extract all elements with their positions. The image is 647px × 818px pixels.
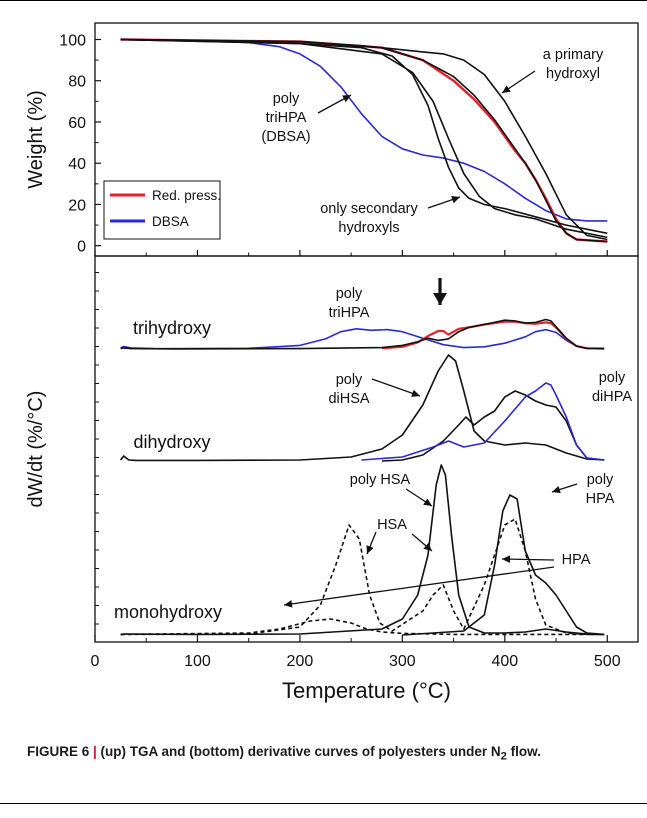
- annot-only-secondary: only secondary: [320, 201, 418, 217]
- annot-poly-hsa: poly HSA: [350, 472, 411, 488]
- xlabel: Temperature (°C): [282, 678, 451, 703]
- caption-subscript: 2: [500, 750, 507, 763]
- annot-poly-2: poly: [336, 286, 363, 302]
- annot-arrow-polyhpa-head: [552, 485, 561, 494]
- xtick-label: 400: [491, 653, 518, 670]
- annot-arrow-dihsa-line: [371, 378, 421, 397]
- xtick-label: 200: [287, 653, 314, 670]
- label-trihydroxy: trihydroxy: [133, 318, 211, 338]
- caption-figure-number: FIGURE 6: [27, 744, 90, 759]
- top-ytick-label: 100: [59, 32, 86, 49]
- annot-poly: poly: [273, 91, 300, 107]
- top-ytick-label: 80: [68, 74, 86, 91]
- annot-hydroxyl: hydroxyl: [546, 66, 600, 82]
- legend-box: [103, 180, 221, 240]
- annot-dihpa: diHPA: [592, 389, 632, 405]
- figure-plot: 0 20 40 60 80 100 Weight (%) dW/dt (%/°C) 0 100 20…: [25, 22, 639, 703]
- annot-arrow-secondary-head: [451, 196, 460, 204]
- dtg-curve-dihydroxy-4: [119, 354, 605, 462]
- top-ytick-label: 60: [68, 115, 86, 132]
- annot-poly-5: poly: [587, 472, 614, 488]
- annot-arrow-triHPA-head: [342, 95, 351, 103]
- caption-text: (up) TGA and (bottom) derivative curves …: [100, 744, 501, 759]
- annot-hpa-2: HPA: [562, 552, 591, 568]
- top-ytick-label: 20: [68, 197, 86, 214]
- annot-poly-4: poly: [599, 370, 626, 386]
- annot-arrow-dihsa-head: [411, 389, 420, 397]
- figure-caption: FIGURE 6 | (up) TGA and (bottom) derivat…: [27, 742, 627, 767]
- xtick-label: 0: [91, 653, 100, 670]
- label-dihydroxy: dihydroxy: [133, 432, 210, 452]
- annot-hydroxyls: hydroxyls: [338, 220, 399, 236]
- tga-curve-1: [120, 38, 608, 222]
- annot-arrow-primary-head: [502, 85, 511, 93]
- annot-arrow-hpa-1-head: [502, 555, 511, 563]
- annot-trihpa-2: triHPA: [329, 305, 370, 321]
- annot-arrow-polyhsa-head: [423, 498, 432, 506]
- xtick-label: 300: [389, 653, 416, 670]
- annot-hpa: HPA: [586, 491, 615, 507]
- dtg-curve-monohydroxy-10: [120, 618, 605, 636]
- annot-arrow-hsa-1-head: [366, 545, 374, 554]
- top-ylabel: Weight (%): [25, 90, 47, 189]
- annot-a-primary: a primary: [543, 47, 604, 63]
- tga-curve-4: [120, 38, 608, 241]
- caption-separator: |: [89, 744, 101, 759]
- xtick-label: 100: [184, 653, 211, 670]
- bottom-panel-frame: [94, 255, 639, 643]
- figure-frame: 0 20 40 60 80 100 Weight (%) dW/dt (%/°C) 0 100 20…: [0, 0, 647, 703]
- dtg-curve-dihydroxy-6: [361, 382, 605, 461]
- bottom-ylabel: dW/dt (%/°C): [25, 391, 47, 508]
- dtg-curve-monohydroxy-7: [120, 464, 605, 636]
- annot-trihpa: triHPA: [266, 110, 307, 126]
- annot-dbsa: (DBSA): [261, 129, 310, 145]
- annot-arrow-hpa-1-line: [501, 558, 555, 561]
- dtg-curve-trihydroxy-3: [120, 318, 605, 350]
- tga-curve-5: [120, 38, 608, 235]
- annot-dihsa: diHSA: [328, 391, 369, 407]
- xtick-label: 500: [594, 653, 621, 670]
- annot-arrow-hpa-2-line: [283, 566, 555, 606]
- annot-arrow-hpa-2-head: [284, 600, 293, 608]
- legend-label-1: Red. press.: [152, 188, 221, 203]
- annot-arrow-hsa-2-head: [423, 542, 432, 551]
- annot-hsa: HSA: [377, 517, 407, 533]
- annot-bold-arrow-head: [433, 293, 447, 305]
- top-ytick-label: 40: [68, 156, 86, 173]
- top-ytick-label: 0: [77, 239, 86, 256]
- tga-curve-6: [120, 38, 608, 239]
- dtg-curve-dihydroxy-5: [381, 390, 605, 462]
- bottom-rule: [0, 803, 647, 804]
- tga-curve-3: [120, 38, 608, 243]
- label-monohydroxy: monohydroxy: [114, 602, 222, 622]
- caption-text-end: flow.: [506, 744, 541, 759]
- dtg-curve-monohydroxy-9: [120, 518, 605, 636]
- legend-label-2: DBSA: [152, 214, 189, 229]
- annot-poly-3: poly: [336, 372, 363, 388]
